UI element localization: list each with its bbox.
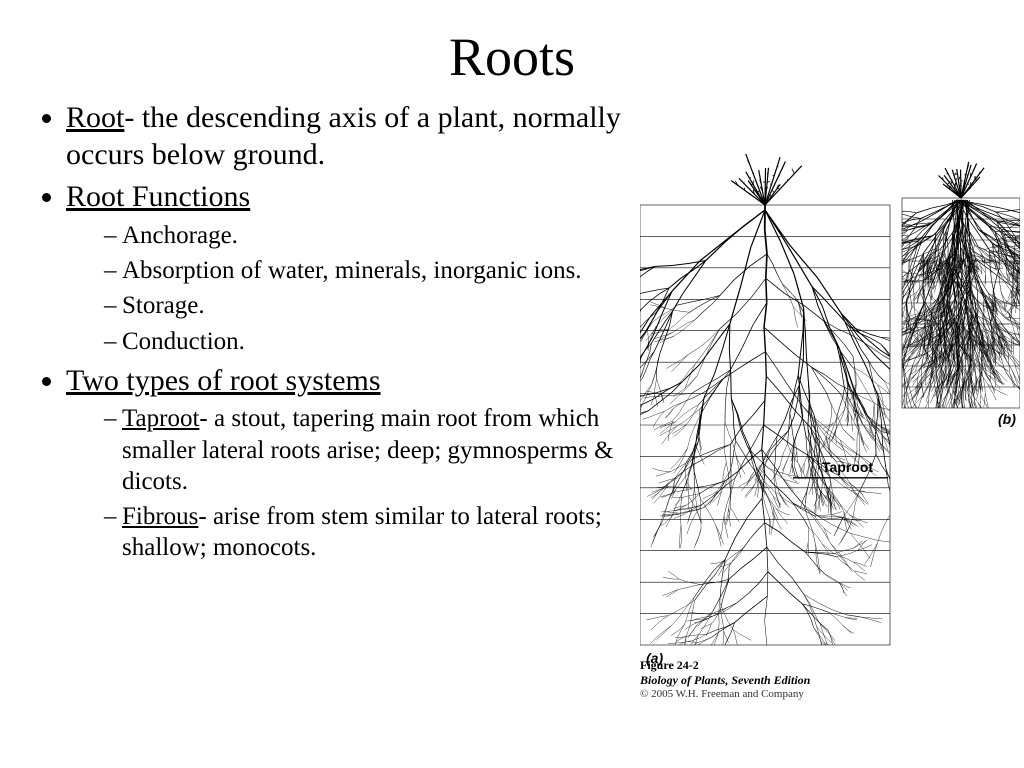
functions-heading: Root Functions bbox=[66, 180, 250, 213]
func-item: Storage. bbox=[104, 290, 638, 321]
figure: Taproot(a)(b) Figure 24-2 Biology of Pla… bbox=[640, 150, 1020, 710]
slide-title: Roots bbox=[0, 26, 1024, 88]
func-item: Anchorage. bbox=[104, 220, 638, 251]
figure-copyright: © 2005 W.H. Freeman and Company bbox=[640, 688, 810, 700]
panel-b-label: (b) bbox=[998, 411, 1016, 427]
figure-book: Biology of Plants, Seventh Edition bbox=[640, 673, 810, 688]
root-def-text: - the descending axis of a plant, normal… bbox=[66, 101, 621, 171]
bullet-root-def: Root- the descending axis of a plant, no… bbox=[66, 100, 638, 173]
taproot-label: Taproot bbox=[822, 459, 873, 475]
root-term: Root bbox=[66, 101, 124, 134]
bullet-functions: Root Functions Anchorage. Absorption of … bbox=[66, 179, 638, 357]
func-item: Conduction. bbox=[104, 326, 638, 357]
taproot-term: Taproot bbox=[122, 405, 199, 432]
root-diagram-svg: Taproot(a)(b) bbox=[640, 150, 1020, 690]
type-fibrous: Fibrous- arise from stem similar to late… bbox=[104, 501, 638, 564]
figure-caption: Figure 24-2 Biology of Plants, Seventh E… bbox=[640, 658, 810, 700]
bullet-types: Two types of root systems Taproot- a sto… bbox=[66, 363, 638, 564]
func-item: Absorption of water, minerals, inorganic… bbox=[104, 255, 638, 286]
types-heading: Two types of root systems bbox=[66, 364, 381, 397]
figure-number: Figure 24-2 bbox=[640, 658, 810, 673]
fibrous-term: Fibrous bbox=[122, 503, 198, 530]
type-taproot: Taproot- a stout, tapering main root fro… bbox=[104, 403, 638, 497]
content-block: Root- the descending axis of a plant, no… bbox=[38, 100, 638, 570]
